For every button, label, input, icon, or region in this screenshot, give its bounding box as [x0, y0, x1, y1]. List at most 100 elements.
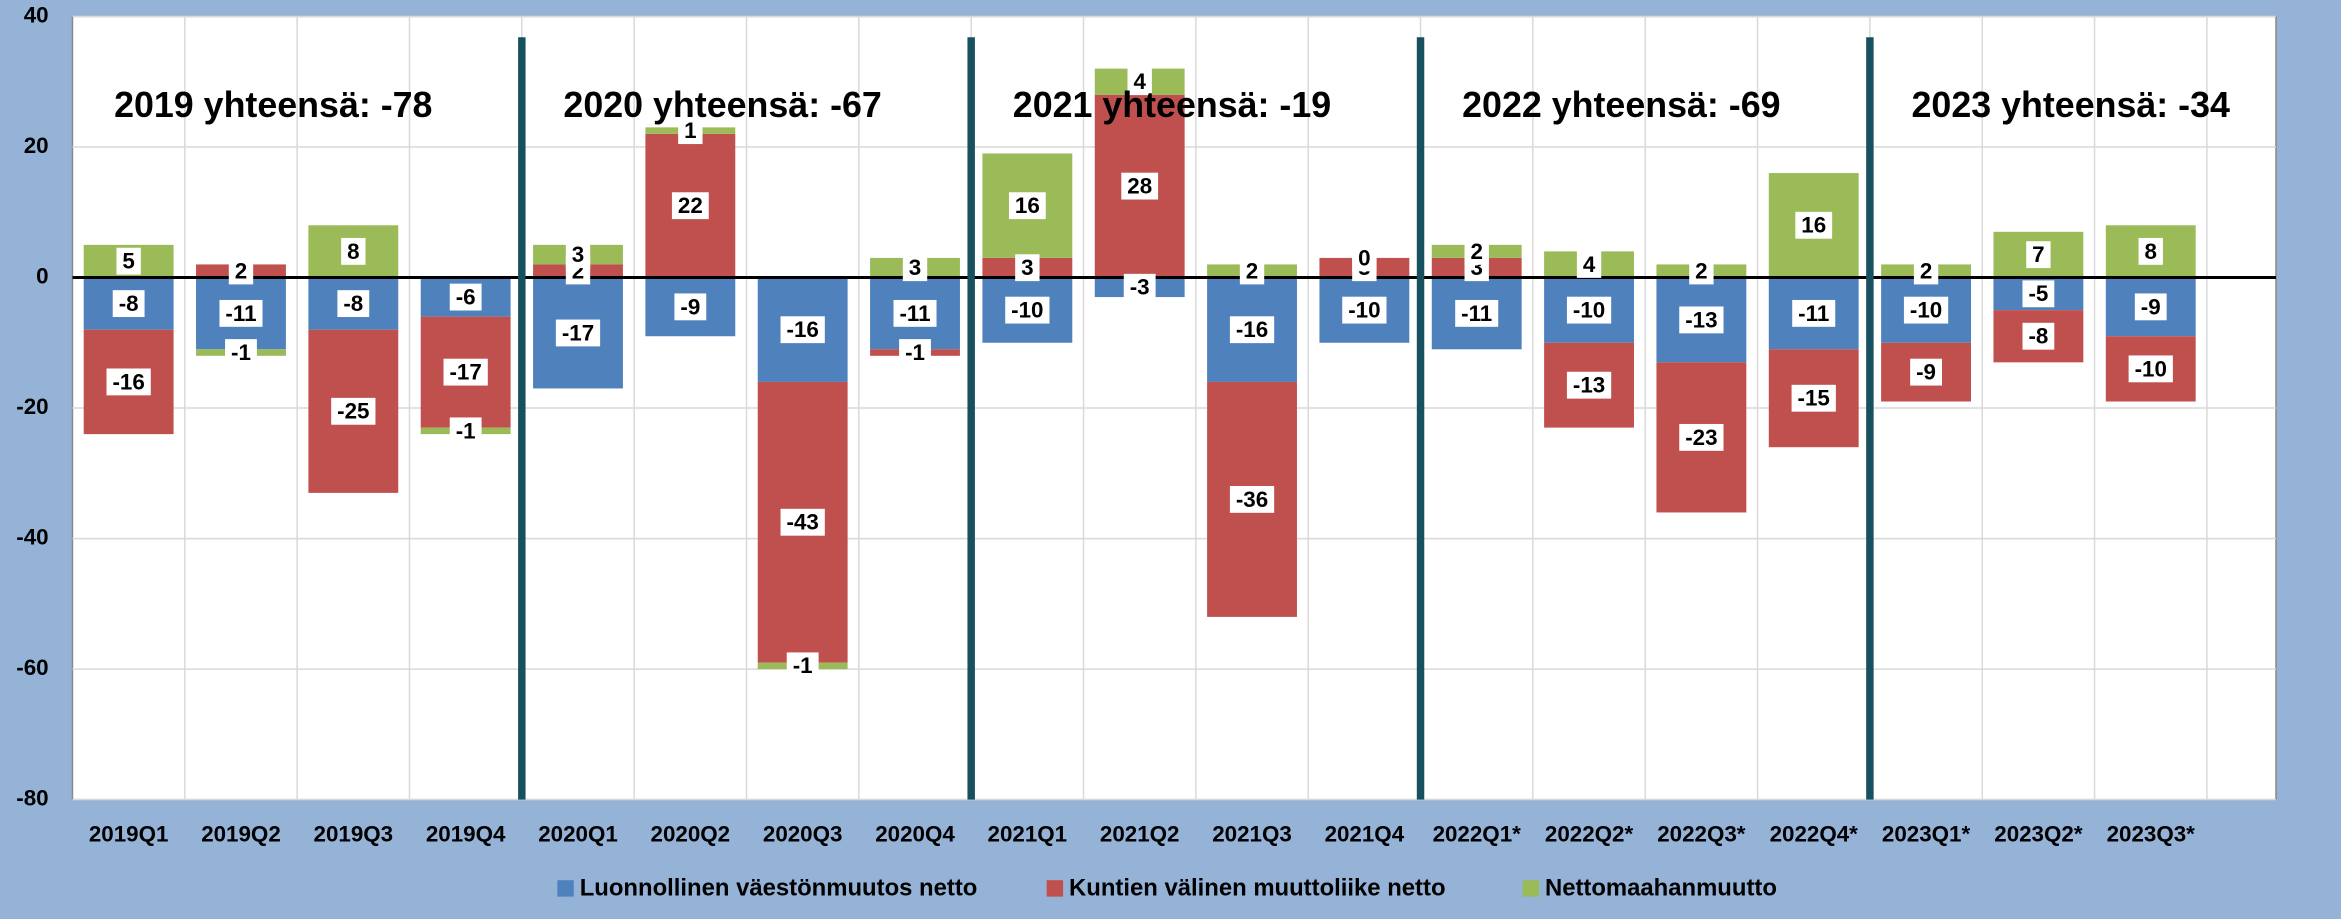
data-label: -13	[1566, 371, 1612, 399]
data-label-bg	[331, 397, 376, 425]
data-label-text: -1	[793, 653, 813, 678]
annotation: 2020 yhteensä: -67	[563, 85, 881, 125]
data-label: 3	[1015, 254, 1040, 282]
data-label-bg	[225, 339, 257, 366]
data-label: -15	[1791, 384, 1836, 412]
data-label-bg	[1791, 384, 1836, 412]
x-tick-label: 2021Q3	[1212, 821, 1292, 846]
data-label-text: -10	[1910, 298, 1942, 323]
data-label: -25	[331, 397, 376, 425]
data-label: -9	[2134, 293, 2167, 321]
data-label-text: -1	[905, 340, 925, 365]
data-label: -10	[1566, 296, 1612, 324]
data-label-bg	[893, 299, 937, 327]
data-label-text: 8	[2145, 239, 2157, 264]
data-label-text: -10	[1348, 298, 1380, 323]
data-label-bg	[228, 257, 254, 285]
data-label-text: 22	[678, 193, 703, 218]
data-label-text: -10	[1011, 298, 1043, 323]
data-label-text: -17	[449, 360, 481, 385]
data-label-bg	[1239, 257, 1265, 285]
data-label: 16	[1795, 211, 1833, 239]
data-label-text: -13	[1573, 373, 1605, 398]
data-label-bg	[786, 652, 819, 680]
data-label-text: 7	[2032, 242, 2044, 267]
x-tick-label: 2022Q4*	[1770, 821, 1859, 846]
data-label: -16	[106, 368, 151, 396]
x-tick-label: 2022Q1*	[1433, 821, 1522, 846]
data-label-bg	[1576, 251, 1602, 278]
data-label: 3	[565, 241, 591, 269]
data-label-bg	[674, 293, 707, 321]
data-label-text: -8	[119, 291, 139, 316]
annotation: 2022 yhteensä: -69	[1462, 85, 1780, 125]
data-label-text: -11	[1798, 301, 1829, 326]
x-tick-label: 2023Q3*	[2107, 821, 2196, 846]
data-label-bg	[902, 254, 928, 282]
data-label-bg	[1455, 299, 1499, 327]
x-tick-label: 2022Q3*	[1657, 821, 1746, 846]
data-label: 2	[228, 257, 254, 285]
data-label-text: -11	[1461, 301, 1492, 326]
data-label-text: 4	[1583, 252, 1596, 277]
data-label: 0	[1352, 244, 1377, 272]
x-tick-label: 2019Q4	[426, 821, 506, 846]
data-label: -1	[449, 417, 482, 445]
data-label: -3	[1123, 273, 1156, 301]
y-tick-label: 20	[24, 133, 49, 158]
y-tick-label: -40	[16, 524, 48, 549]
data-label-text: -11	[225, 301, 256, 326]
data-label-bg	[2022, 280, 2055, 308]
data-label: -11	[219, 299, 263, 327]
legend-label: Nettomaahanmuutto	[1545, 874, 1777, 901]
data-label: -23	[1679, 423, 1724, 451]
data-label-bg	[1464, 237, 1489, 265]
data-label-bg	[1689, 257, 1714, 285]
x-tick-label: 2021Q4	[1325, 821, 1405, 846]
data-label-bg	[112, 290, 145, 318]
data-label-bg	[1352, 244, 1377, 272]
data-label-text: 3	[909, 255, 921, 280]
data-label-text: -11	[899, 301, 930, 326]
data-label-bg	[1342, 296, 1387, 324]
data-label-bg	[1566, 296, 1612, 324]
data-label-text: -23	[1685, 425, 1717, 450]
data-label-bg	[899, 339, 931, 366]
data-label-text: 2	[1695, 258, 1707, 283]
data-label: -16	[1229, 316, 1275, 344]
data-label-text: -9	[2141, 294, 2161, 319]
data-label-bg	[671, 192, 709, 220]
data-label-bg	[2134, 293, 2167, 321]
data-label-bg	[1015, 254, 1040, 282]
data-label: -10	[1342, 296, 1387, 324]
data-label: 2	[1464, 237, 1489, 265]
x-tick-label: 2021Q2	[1100, 821, 1180, 846]
data-label: 5	[116, 247, 141, 275]
data-label-text: -16	[1236, 317, 1268, 342]
data-label-text: -25	[337, 399, 369, 424]
x-tick-label: 2019Q2	[201, 821, 281, 846]
data-label-bg	[219, 299, 263, 327]
data-label-text: 5	[122, 249, 134, 274]
legend-swatch	[1522, 880, 1539, 897]
x-tick-label: 2023Q1*	[1882, 821, 1971, 846]
data-label-bg	[1229, 316, 1275, 344]
data-label: -11	[1455, 299, 1499, 327]
data-label: -11	[893, 299, 937, 327]
data-label: 2	[1913, 257, 1939, 285]
annotation: 2023 yhteensä: -34	[1912, 85, 2230, 125]
data-label-text: 1	[684, 118, 696, 143]
data-label-text: -16	[787, 317, 819, 342]
data-label-bg	[449, 417, 482, 445]
data-label-bg	[555, 319, 601, 347]
data-label-bg	[1679, 423, 1724, 451]
data-label: -9	[1910, 358, 1942, 386]
data-label-text: -43	[787, 510, 819, 535]
data-label-text: 2	[1246, 258, 1258, 283]
data-label: -8	[112, 290, 145, 318]
data-label: 1	[678, 117, 703, 145]
data-label: -1	[786, 652, 819, 680]
data-label-text: 16	[1015, 193, 1040, 218]
